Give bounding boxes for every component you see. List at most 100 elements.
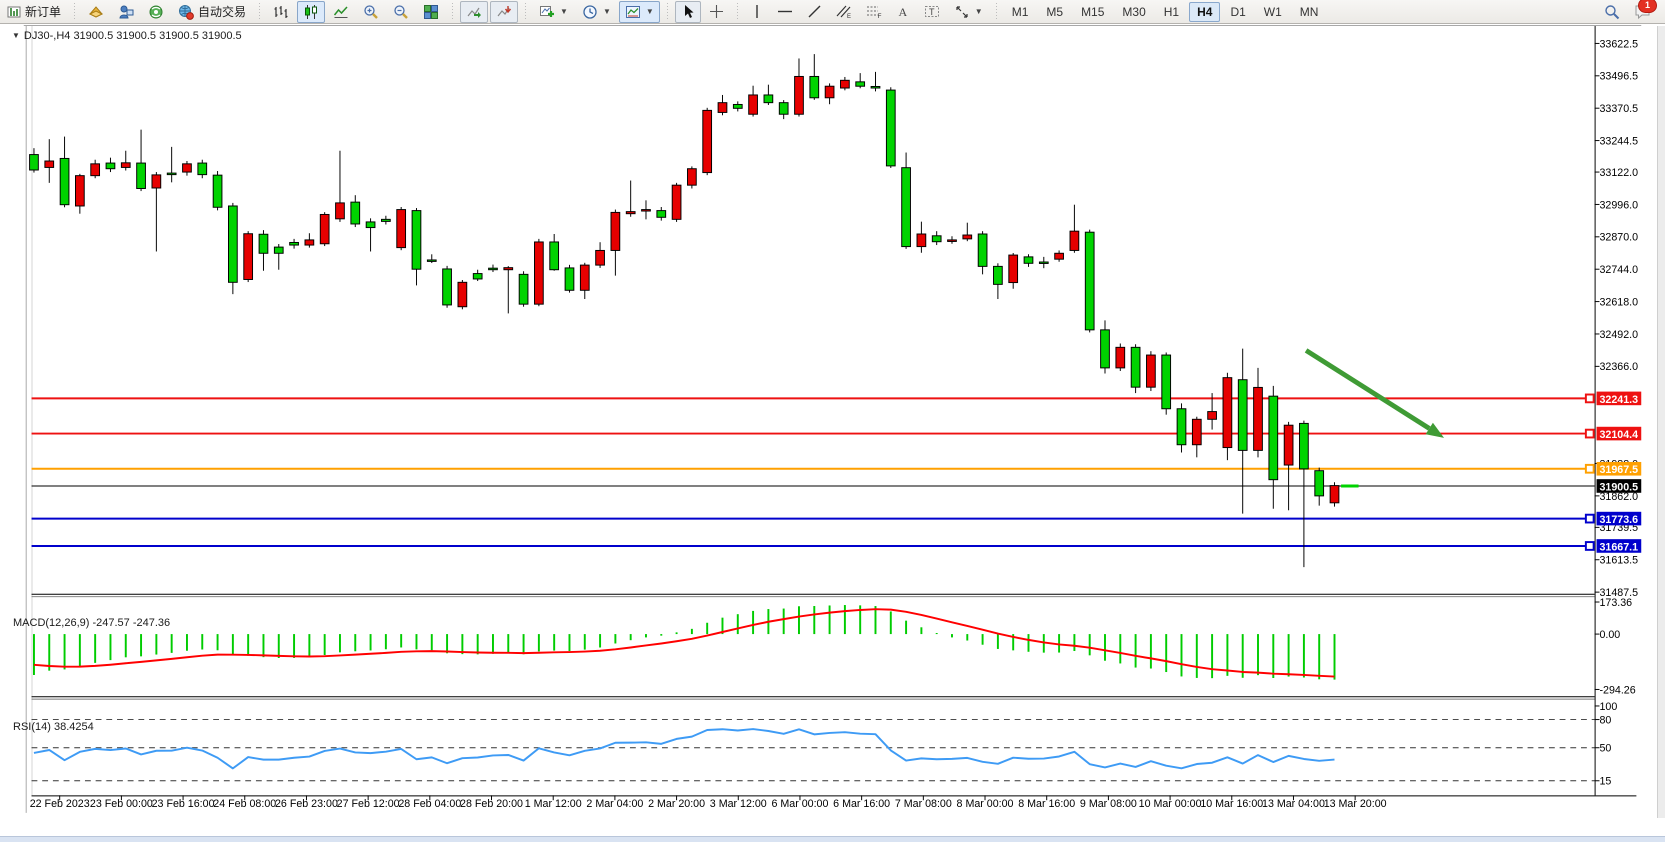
rsi-axis-label: 80	[1599, 714, 1611, 726]
price-axis[interactable]: 33622.5 33496.5 33370.5 33244.5 33122.0 32996…	[1594, 25, 1638, 796]
candles-chart-button[interactable]	[297, 0, 326, 23]
bear-candle	[228, 205, 238, 283]
trendline-button[interactable]	[801, 1, 828, 23]
bull-candle	[1283, 424, 1294, 466]
price-tick-label: 31862.0	[1599, 491, 1638, 503]
bear-candle	[931, 235, 942, 243]
timeframe-h1-button[interactable]: H1	[1163, 4, 1180, 19]
line-marker[interactable]	[1584, 513, 1595, 524]
line-marker[interactable]	[1584, 428, 1595, 439]
bull-candle	[595, 249, 605, 266]
bull-candle	[840, 79, 850, 89]
trend-arrow-annotation[interactable]	[1304, 348, 1445, 438]
search-icon	[1605, 4, 1620, 19]
collapse-triangle-icon[interactable]: ▼	[12, 31, 20, 40]
toolbar-grip	[664, 2, 670, 21]
bull-candle	[1054, 252, 1064, 260]
macd-signal-line	[33, 608, 1335, 678]
timeframe-m30-button[interactable]: M30	[1122, 4, 1146, 19]
bear-candle	[993, 265, 1003, 285]
svg-text:32241.3: 32241.3	[1599, 394, 1638, 406]
svg-text:31667.1: 31667.1	[1599, 541, 1638, 553]
shapes-button[interactable]: ▼	[948, 1, 989, 23]
timeframe-m5-button[interactable]: M5	[1046, 4, 1064, 19]
market-watch-button[interactable]	[82, 1, 110, 23]
bull-candle	[641, 209, 651, 212]
bear-candle	[1176, 408, 1187, 446]
fibonacci-icon: F	[866, 6, 881, 19]
bear-candle	[549, 241, 560, 271]
horizontal-price-lines[interactable]: 32241.3 32104.4 31967.5 31900.5 31773.6 31667…	[31, 391, 1642, 554]
zoom-in-button[interactable]	[357, 1, 385, 23]
price-tick-label: 32492.0	[1599, 329, 1638, 341]
price-tick-label: 32366.0	[1599, 361, 1638, 373]
bull-candle	[503, 267, 514, 271]
tile-windows-button[interactable]	[417, 1, 445, 23]
bull-candle	[962, 234, 973, 240]
crosshair-button[interactable]	[703, 1, 730, 23]
zoom-out-button[interactable]	[387, 1, 415, 23]
bull-candle	[1069, 230, 1080, 251]
bars-chart-button[interactable]	[267, 1, 295, 23]
cursor-button[interactable]	[674, 0, 701, 23]
bull-candle	[1329, 485, 1340, 504]
date-label: 22 Feb 2023	[30, 798, 90, 810]
bear-candle	[105, 162, 116, 170]
search-button[interactable]	[1598, 1, 1626, 23]
bull-candle	[534, 241, 544, 305]
bear-candle	[763, 94, 774, 104]
date-label: 24 Feb 08:00	[213, 798, 276, 810]
terminal-button[interactable]	[112, 1, 140, 23]
trendline-icon	[808, 5, 821, 18]
bear-candle	[1161, 354, 1172, 410]
bull-candle	[1207, 411, 1217, 420]
price-tick-label: 33370.5	[1599, 103, 1638, 115]
period-button[interactable]: ▼	[576, 1, 617, 23]
chart-canvas[interactable]: 33622.5 33496.5 33370.5 33244.5 33122.0 32996…	[0, 24, 1665, 841]
new-order-button[interactable]: 新订单	[1, 1, 67, 23]
timeframe-h4-button[interactable]: H4	[1189, 1, 1221, 22]
bull-candle	[44, 160, 55, 168]
timeframe-d1-button[interactable]: D1	[1230, 4, 1246, 19]
candlesticks	[29, 54, 1340, 568]
vertical-line-button[interactable]	[745, 1, 769, 23]
line-marker[interactable]	[1584, 463, 1595, 474]
templates-icon	[625, 5, 640, 18]
zoom-out-icon	[394, 4, 408, 19]
fibonacci-button[interactable]: F	[860, 1, 888, 23]
pane-splitters[interactable]	[31, 593, 1595, 700]
label-button[interactable]: T	[918, 1, 946, 23]
signals-button[interactable]	[142, 1, 170, 23]
equidistant-channel-button[interactable]: E	[830, 1, 858, 23]
line-marker[interactable]	[1584, 541, 1595, 551]
bars-chart-icon	[274, 5, 288, 18]
add-indicator-button[interactable]: ▼	[533, 1, 574, 23]
price-line-axis-label	[1596, 479, 1642, 493]
bear-candle	[258, 233, 269, 254]
bear-candle	[59, 157, 70, 206]
symbol-ohlc-title: DJ30-,H4 31900.5 31900.5 31900.5 31900.5	[23, 30, 242, 42]
timeframe-mn-button[interactable]: MN	[1299, 4, 1319, 19]
line-chart-button[interactable]	[327, 1, 355, 23]
bull-candle	[1253, 386, 1263, 451]
chart-shift-button[interactable]	[490, 0, 519, 23]
bull-candle	[671, 184, 682, 220]
line-marker[interactable]	[1584, 393, 1595, 404]
templates-button[interactable]: ▼	[618, 0, 660, 23]
status-strip	[0, 836, 1665, 842]
toolbar-grip	[257, 2, 263, 21]
tile-windows-icon	[424, 4, 439, 19]
algo-trading-button[interactable]: 自动交易	[172, 1, 252, 23]
bull-candle	[824, 85, 835, 99]
bear-candle	[381, 218, 391, 222]
auto-scroll-button[interactable]	[460, 0, 489, 23]
horizontal-line-button[interactable]	[771, 1, 799, 23]
timeframe-w1-button[interactable]: W1	[1263, 4, 1282, 19]
bear-candle	[136, 162, 146, 189]
notifications-button[interactable]: 1	[1628, 0, 1657, 23]
timeframe-m15-button[interactable]: M15	[1081, 4, 1105, 19]
timeframe-m1-button[interactable]: M1	[1011, 4, 1029, 19]
svg-text:F: F	[877, 13, 881, 19]
text-button[interactable]: A	[890, 1, 916, 23]
